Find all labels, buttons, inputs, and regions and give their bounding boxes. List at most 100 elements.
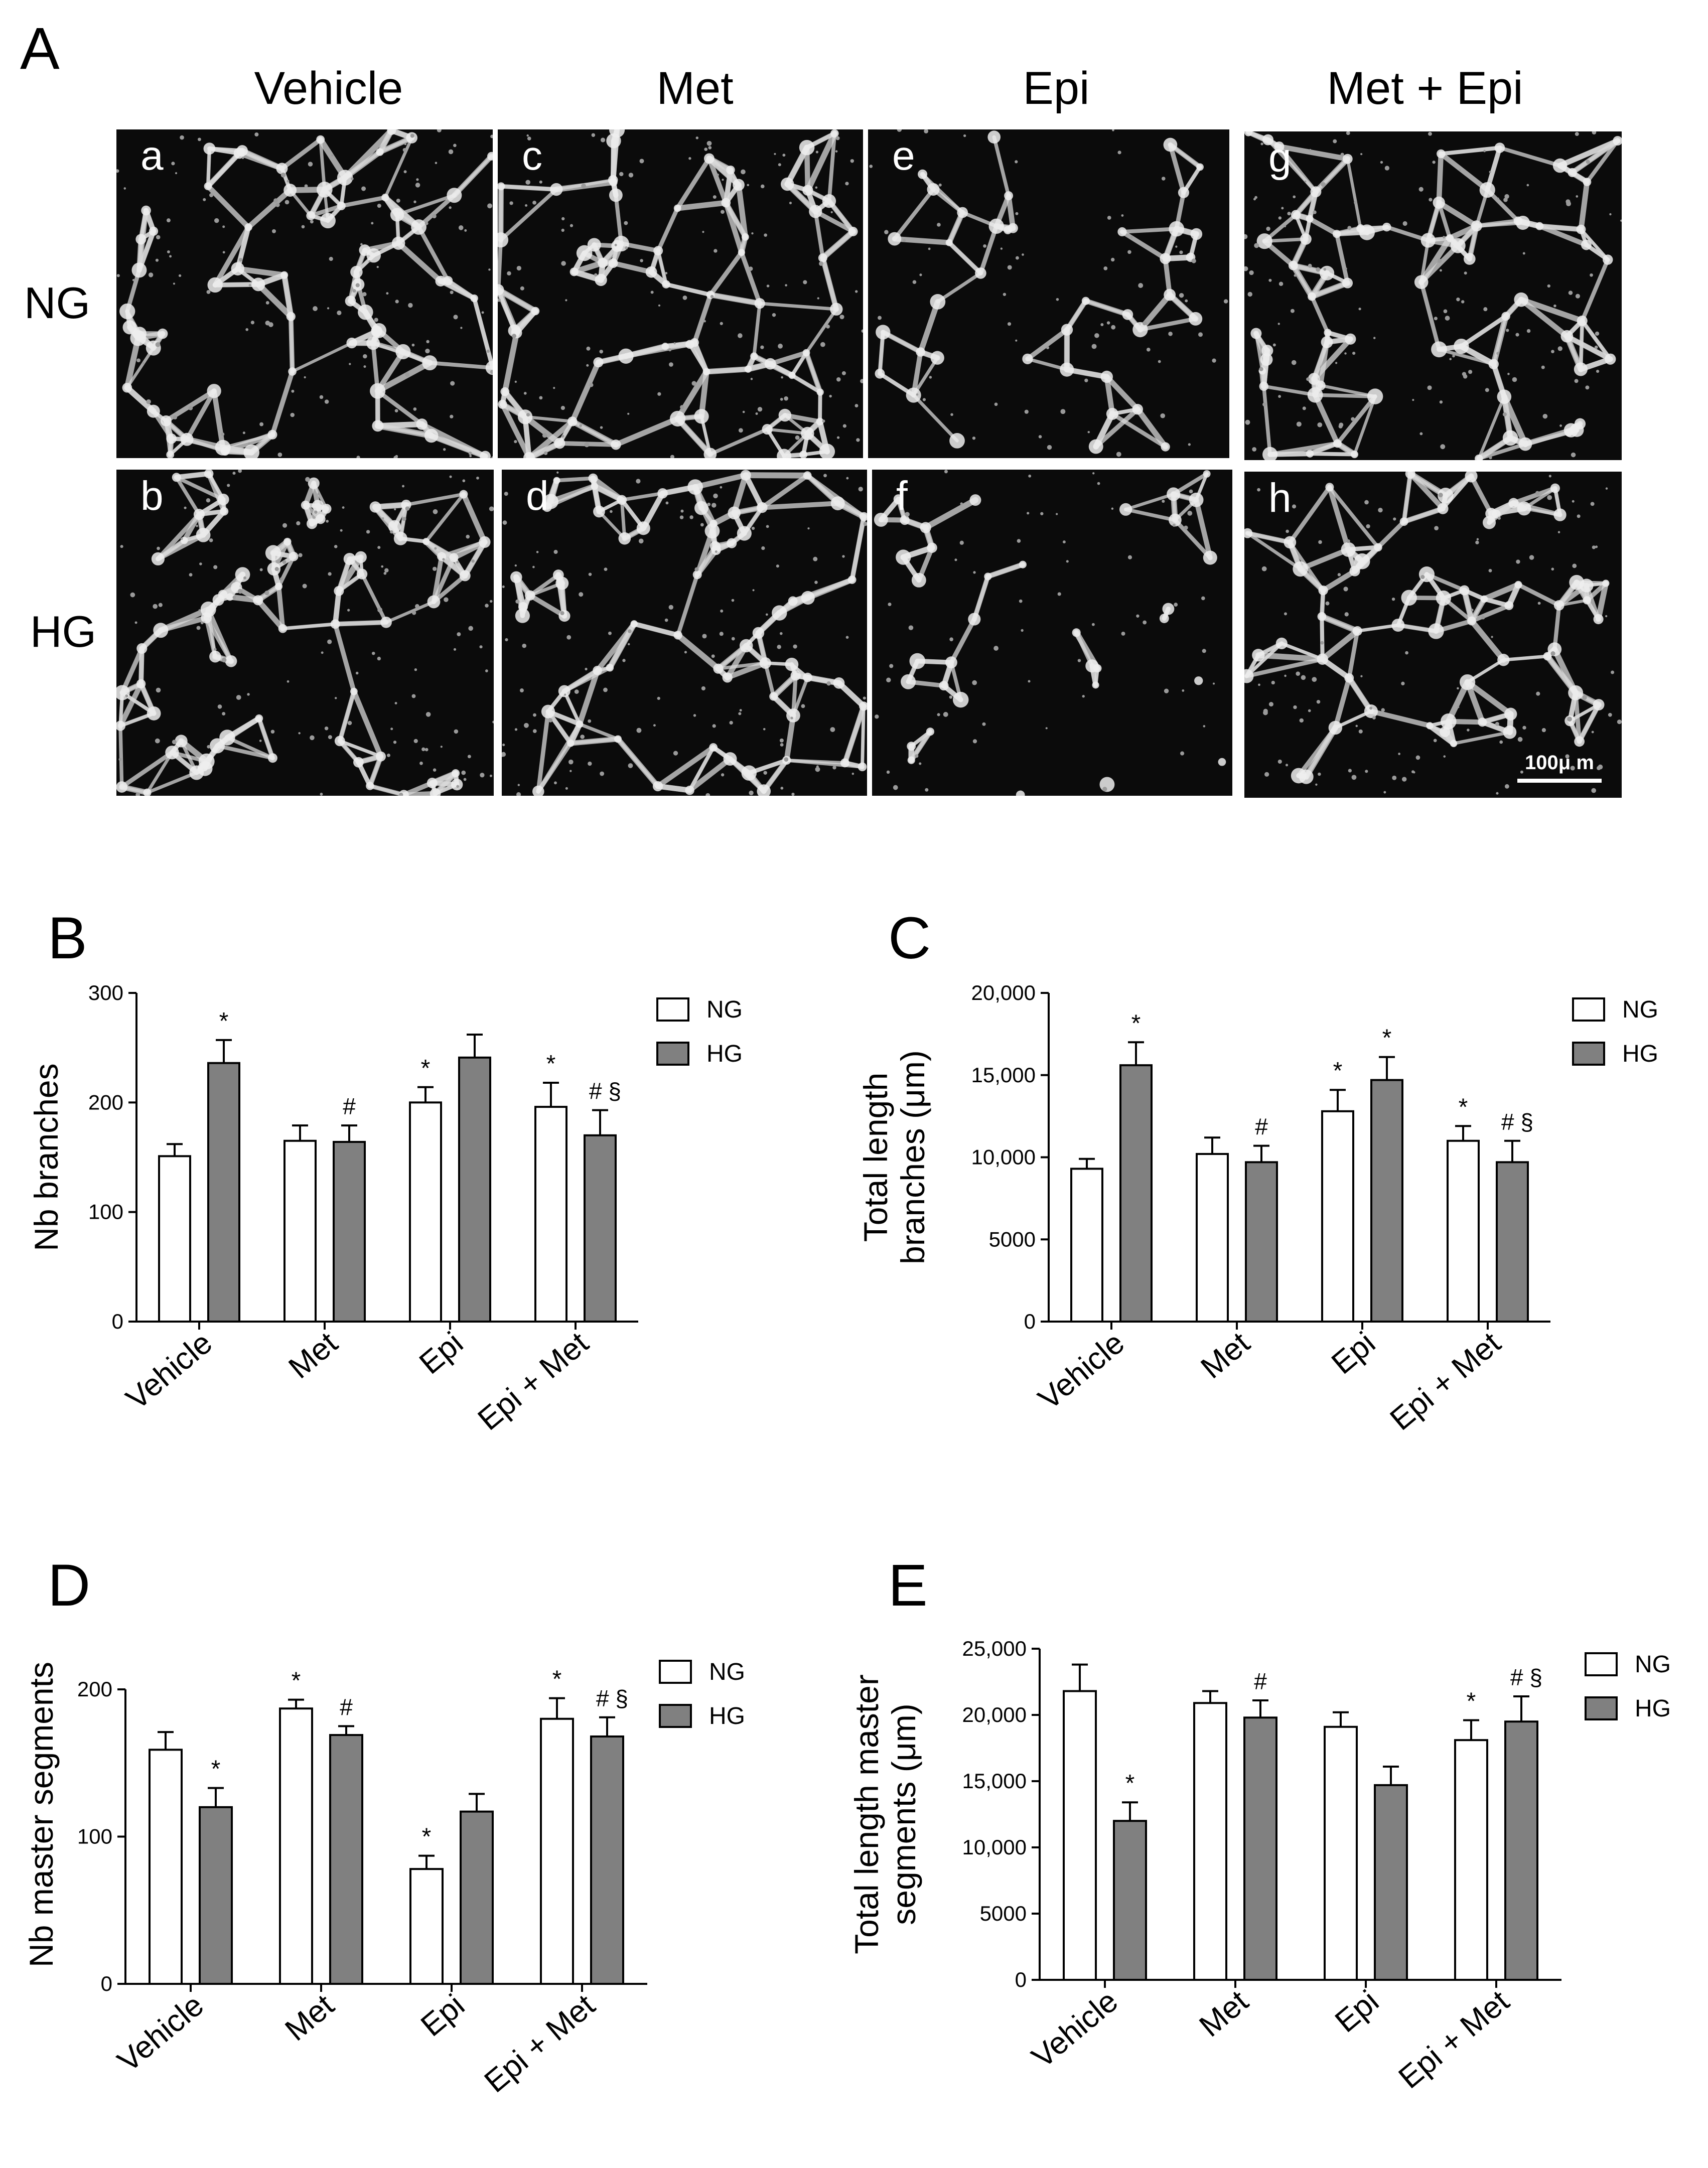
- cell-dot: [815, 186, 818, 189]
- cell-dot: [340, 529, 343, 532]
- cell-dot: [628, 173, 634, 178]
- cell-cluster: [283, 537, 292, 546]
- cell-cluster: [175, 735, 188, 748]
- cell-cluster: [498, 182, 505, 191]
- cell-dot: [449, 206, 452, 209]
- cell-cluster: [1252, 649, 1265, 662]
- cell-dot: [600, 137, 606, 142]
- cell-cluster: [757, 784, 771, 796]
- cell-dot: [553, 549, 558, 554]
- cell-dot: [720, 322, 723, 325]
- tube-segment: [655, 783, 692, 793]
- tube-segment: [1498, 146, 1562, 168]
- cell-cluster: [1275, 637, 1288, 650]
- cell-dot: [1106, 321, 1110, 325]
- cell-dot: [1127, 555, 1132, 559]
- cell-cluster: [480, 451, 491, 458]
- cell-dot: [1459, 169, 1461, 171]
- cell-dot: [784, 396, 788, 401]
- cell-dot: [331, 154, 334, 157]
- cell-cluster: [608, 175, 618, 185]
- cell-cluster: [1504, 707, 1517, 720]
- cell-dot: [198, 137, 201, 141]
- tube-segment: [138, 646, 145, 686]
- cell-cluster: [515, 608, 530, 623]
- cell-cluster: [343, 552, 356, 565]
- cell-dot: [200, 621, 204, 625]
- cell-dot: [1302, 406, 1306, 410]
- tube-segment: [395, 193, 456, 217]
- cell-dot: [1412, 399, 1414, 401]
- x-tick-label: Met: [278, 1988, 341, 2048]
- cell-cluster: [267, 562, 281, 576]
- cell-cluster: [1004, 226, 1012, 234]
- cell-dot: [319, 395, 324, 399]
- cell-cluster: [738, 249, 745, 256]
- cell-cluster: [611, 440, 621, 450]
- cell-dot: [713, 195, 717, 199]
- tube-segment: [1194, 497, 1213, 560]
- cell-dot: [711, 654, 715, 658]
- cell-dot: [1028, 474, 1032, 478]
- cell-dot: [302, 584, 307, 589]
- cell-dot: [1547, 284, 1550, 288]
- cell-cluster: [337, 201, 346, 211]
- cell-dot: [1595, 545, 1598, 548]
- cell-dot: [1457, 687, 1459, 690]
- cell-dot: [1100, 323, 1104, 327]
- cell-dot: [458, 225, 464, 230]
- micrograph-e: e: [868, 129, 1229, 458]
- cell-cluster: [949, 433, 965, 449]
- cell-cluster: [136, 643, 148, 654]
- cell-cluster: [670, 410, 686, 427]
- cell-dot: [347, 720, 352, 726]
- cell-cluster: [1099, 777, 1115, 792]
- cell-cluster: [1093, 664, 1102, 673]
- tube-segment: [1307, 216, 1339, 237]
- tube-segment: [1501, 393, 1528, 448]
- cell-cluster: [969, 494, 981, 506]
- cell-dot: [1285, 764, 1289, 767]
- cell-dot: [1440, 444, 1446, 450]
- cell-cluster: [1480, 595, 1488, 603]
- y-axis-label-line: Total length: [857, 1073, 894, 1242]
- cell-cluster: [661, 343, 669, 350]
- cell-cluster: [203, 142, 216, 155]
- tube-segment: [664, 282, 713, 297]
- cell-dot: [638, 538, 644, 544]
- cell-cluster: [207, 277, 223, 293]
- cell-dot: [468, 452, 472, 455]
- cell-dot: [356, 456, 360, 458]
- cell-dot: [1296, 421, 1302, 427]
- cell-dot: [171, 162, 175, 166]
- tube-segment: [206, 607, 234, 664]
- cell-dot: [1213, 682, 1215, 685]
- cell-dot: [741, 169, 746, 175]
- cell-dot: [1045, 727, 1048, 730]
- cell-clusters: [502, 470, 867, 796]
- cell-cluster: [1391, 619, 1405, 632]
- cell-dot: [1321, 182, 1326, 187]
- cell-cluster: [593, 666, 602, 675]
- cell-dot: [1464, 271, 1467, 275]
- cell-dot: [836, 436, 840, 439]
- tube-segment: [499, 184, 559, 192]
- cell-dot: [972, 437, 976, 440]
- y-axis-label-line: segments (μm): [885, 1703, 922, 1925]
- cell-dot: [814, 581, 818, 584]
- cell-dot: [471, 559, 475, 563]
- tube-segment: [611, 260, 654, 275]
- cell-dot: [443, 448, 446, 451]
- cell-dot: [1294, 274, 1297, 277]
- cell-cluster: [645, 266, 657, 278]
- cell-cluster: [1244, 528, 1253, 538]
- cell-dot: [1268, 702, 1273, 707]
- panel-letter: E: [888, 1552, 928, 1619]
- tube-segment: [819, 228, 857, 261]
- tube-segment: [1138, 317, 1198, 332]
- cell-cluster: [337, 170, 353, 186]
- cell-cluster: [1004, 191, 1014, 201]
- cell-dot: [1566, 201, 1572, 207]
- cell-cluster: [803, 471, 812, 480]
- cell-dot: [586, 364, 589, 367]
